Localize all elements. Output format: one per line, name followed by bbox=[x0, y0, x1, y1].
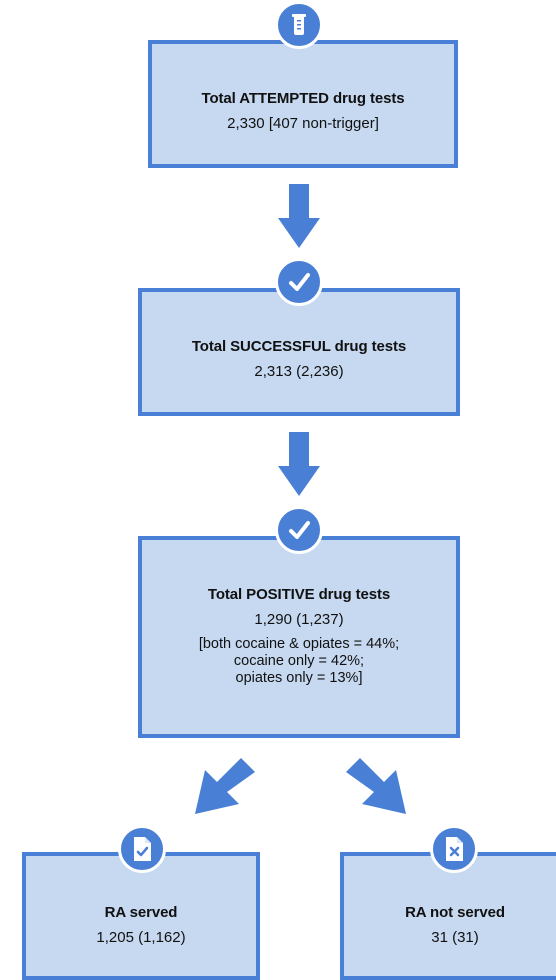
node-attempted: Total ATTEMPTED drug tests 2,330 [407 no… bbox=[148, 40, 458, 168]
document-x-icon bbox=[430, 825, 478, 873]
arrow-positive-to-ra-not-served bbox=[346, 758, 406, 814]
arrow-attempted-to-successful bbox=[278, 184, 320, 248]
node-positive: Total POSITIVE drug tests 1,290 (1,237) … bbox=[138, 536, 460, 738]
test-tube-icon bbox=[275, 1, 323, 49]
arrow-positive-to-ra-served bbox=[195, 758, 255, 814]
node-attempted-title: Total ATTEMPTED drug tests bbox=[201, 90, 405, 107]
node-successful: Total SUCCESSFUL drug tests 2,313 (2,236… bbox=[138, 288, 460, 416]
node-successful-value: 2,313 (2,236) bbox=[254, 363, 344, 380]
document-check-icon bbox=[118, 825, 166, 873]
node-positive-breakdown: [both cocaine & opiates = 44%; cocaine o… bbox=[142, 636, 456, 687]
node-ra-not-served-title: RA not served bbox=[405, 904, 505, 921]
breakdown-line: opiates only = 13%] bbox=[235, 670, 363, 686]
node-ra-served-value: 1,205 (1,162) bbox=[96, 929, 186, 946]
check-icon bbox=[275, 506, 323, 554]
breakdown-line: [both cocaine & opiates = 44%; bbox=[198, 636, 400, 652]
arrow-successful-to-positive bbox=[278, 432, 320, 496]
check-icon bbox=[275, 258, 323, 306]
node-positive-title: Total POSITIVE drug tests bbox=[207, 586, 391, 603]
node-successful-title: Total SUCCESSFUL drug tests bbox=[191, 338, 407, 355]
node-attempted-value: 2,330 [407 non-trigger] bbox=[227, 115, 379, 132]
node-positive-value: 1,290 (1,237) bbox=[254, 611, 344, 628]
breakdown-line: cocaine only = 42%; bbox=[233, 653, 365, 669]
node-ra-served-title: RA served bbox=[104, 904, 178, 921]
node-ra-not-served-value: 31 (31) bbox=[431, 929, 479, 946]
